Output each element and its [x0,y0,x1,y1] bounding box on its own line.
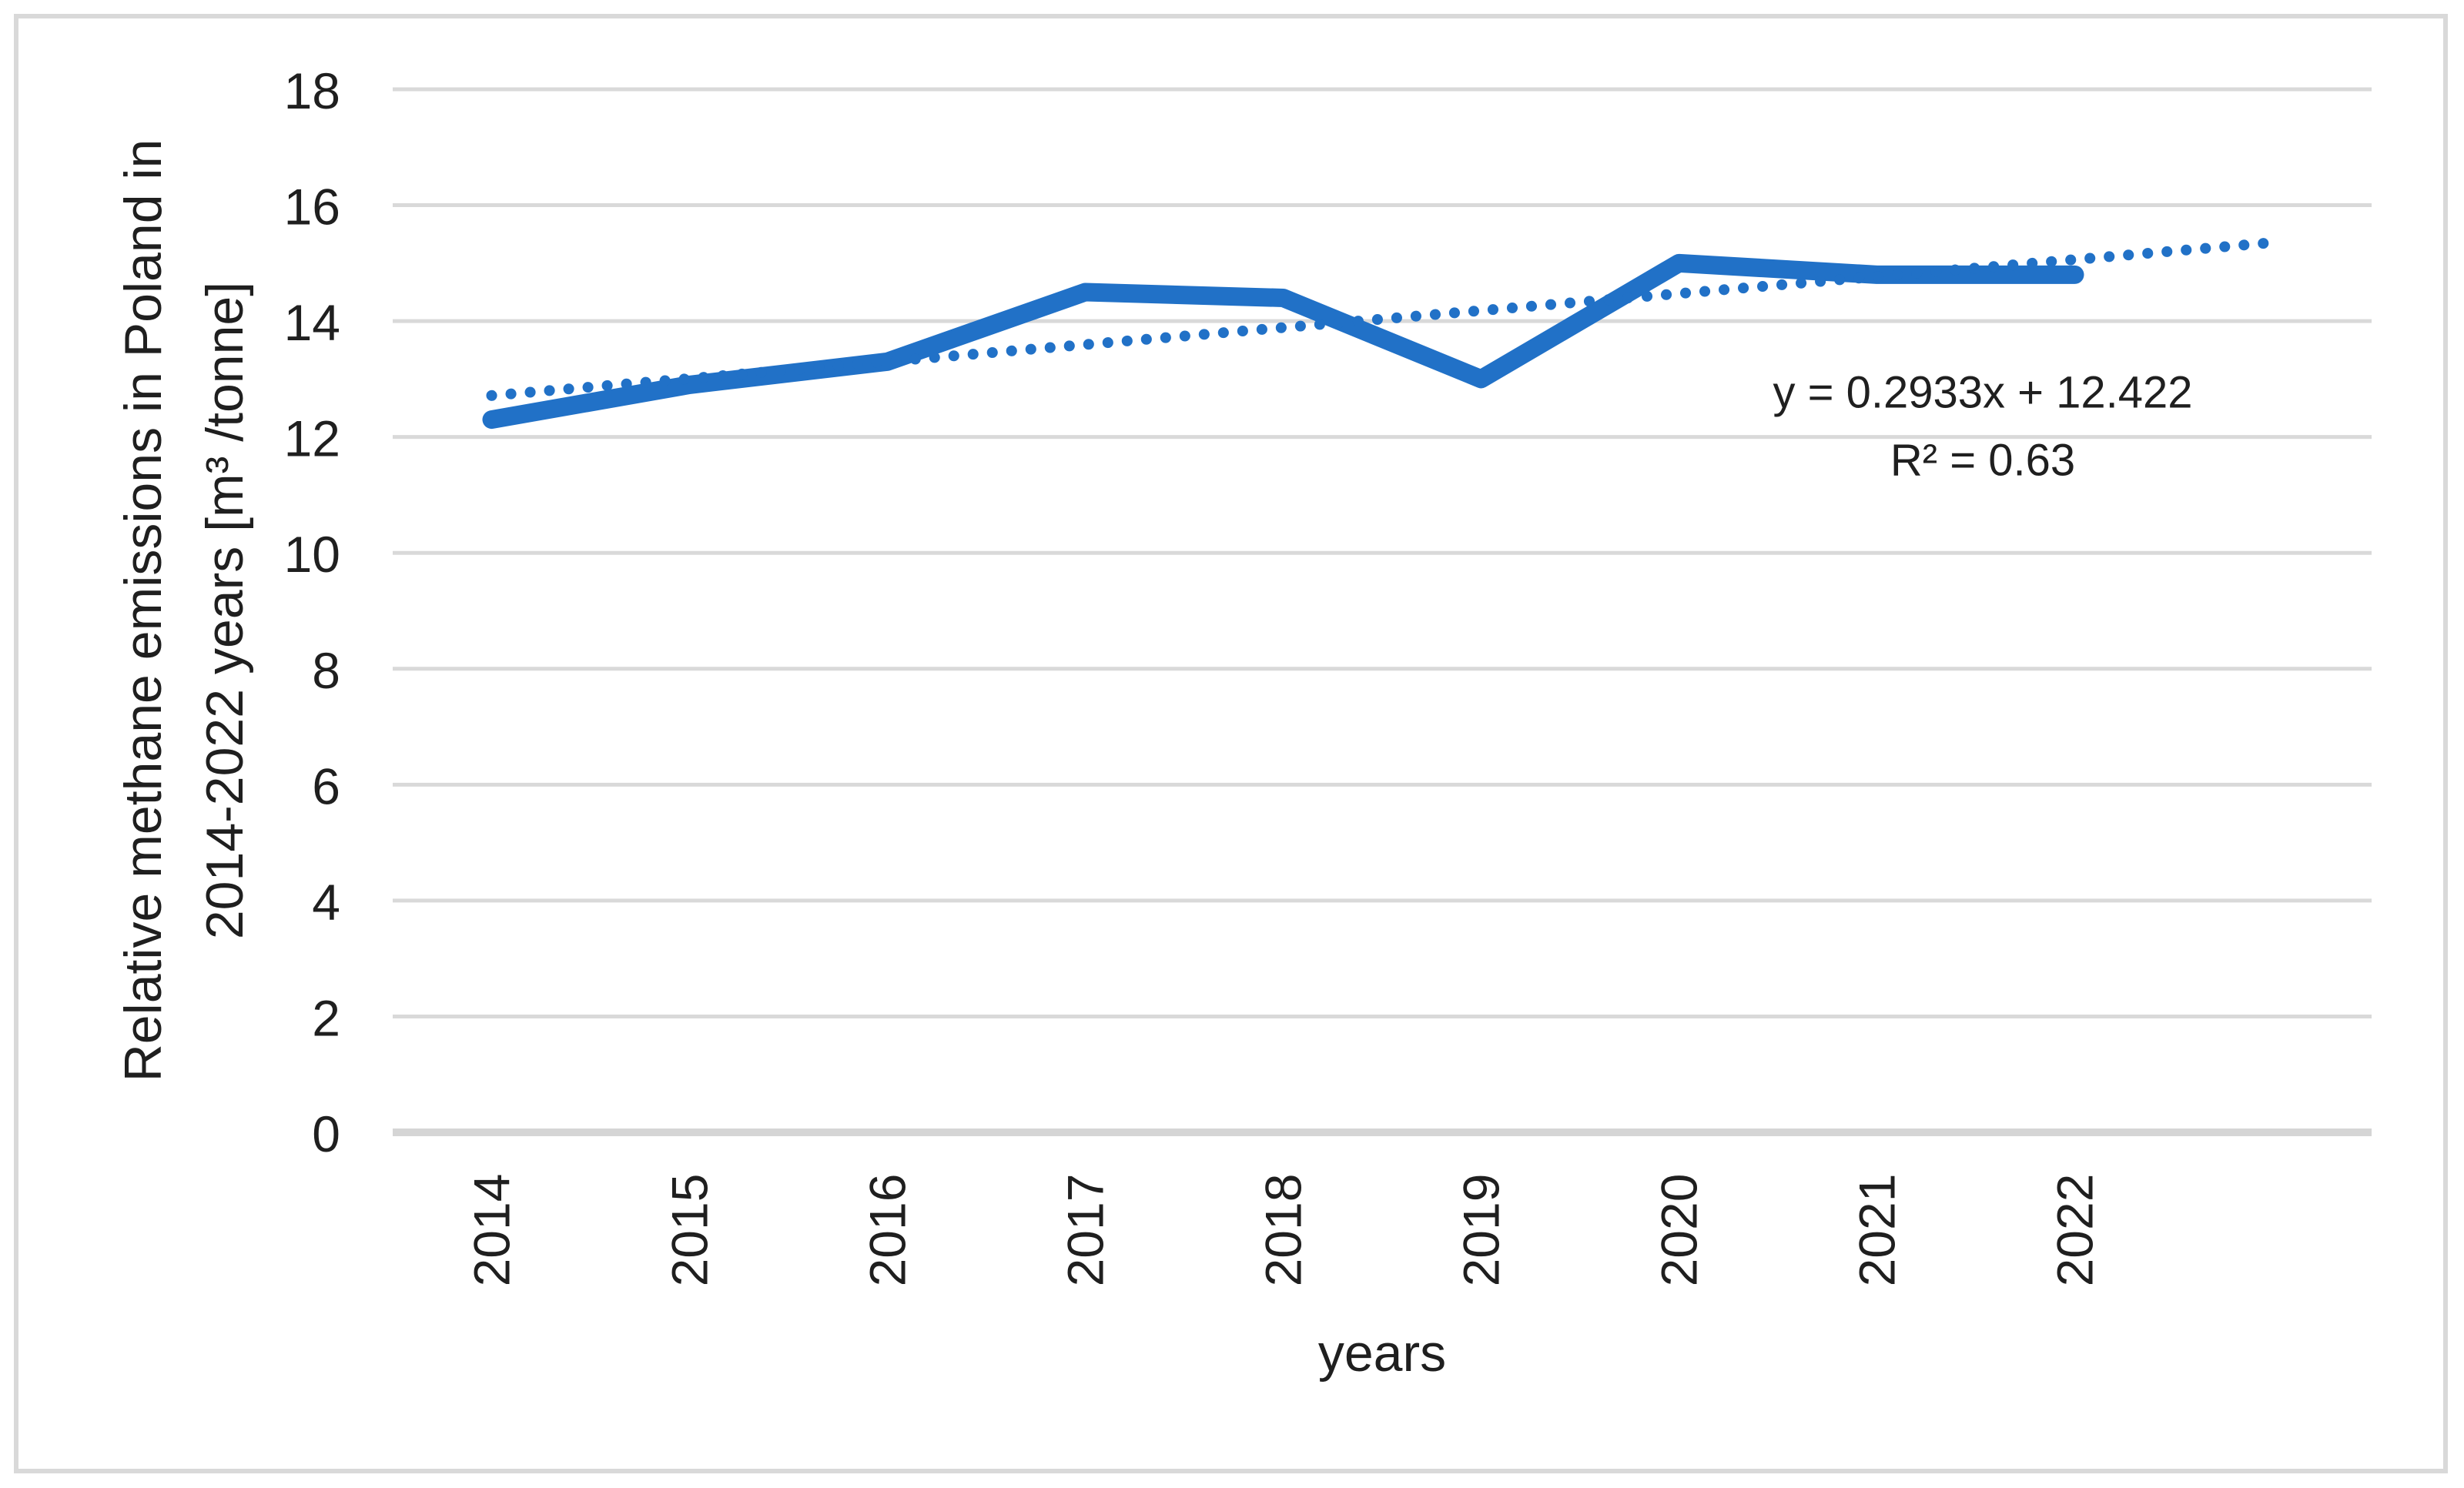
y-tick-label: 14 [284,294,340,351]
trendline [486,237,2278,401]
x-tick-label: 2019 [1453,1174,1510,1287]
x-tick-label: 2015 [661,1174,718,1287]
y-tick-label: 18 [284,62,340,119]
trendline-r2-label: R² = 0.63 [1890,436,2075,486]
y-tick-label: 4 [312,874,340,931]
series-group [482,253,2084,430]
y-axis-title-line1: Relative methane emissions in Poland in [114,139,172,1082]
x-tick-labels-group: 2014 2015 2016 2017 2018 2019 2020 2021 2022 [464,1174,2104,1287]
y-tick-label: 16 [284,179,340,236]
data-line [482,253,2084,430]
y-tick-label: 8 [312,642,340,699]
y-tick-labels-group: 0 2 4 6 8 10 12 14 16 18 [284,62,340,1162]
x-tick-label: 2016 [859,1174,916,1287]
x-tick-label: 2022 [2047,1174,2104,1287]
gridlines-group [393,87,2372,1136]
figure-border [14,14,2448,1473]
x-tick-label: 2020 [1651,1174,1708,1287]
y-tick-label: 6 [312,757,340,814]
y-axis-title-line2: 2014-2022 years [m³ /tonne] [196,282,254,939]
x-tick-label: 2017 [1057,1174,1114,1287]
trendline-group [486,237,2278,401]
y-tick-label: 10 [284,526,340,583]
x-tick-label: 2014 [464,1174,521,1287]
x-axis-title: years [1318,1324,1446,1383]
x-tick-label: 2021 [1849,1174,1906,1287]
y-tick-label: 0 [312,1105,340,1162]
y-tick-label: 2 [312,989,340,1046]
y-tick-label: 12 [284,410,340,467]
x-tick-label: 2018 [1255,1174,1312,1287]
trendline-equation-label: y = 0.2933x + 12.422 [1773,368,2193,418]
